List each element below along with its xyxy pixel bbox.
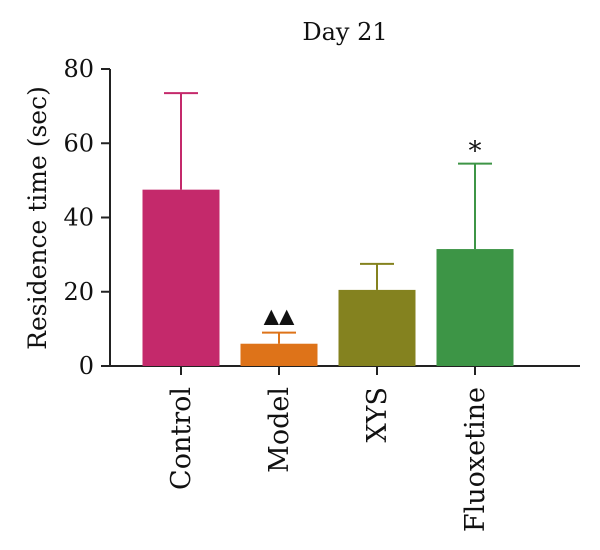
y-tick-label: 40	[63, 204, 94, 232]
y-tick-label: 20	[63, 278, 94, 306]
y-tick-label: 0	[79, 352, 94, 380]
plot-area: 0 20 40 60 80 Control Model ▲▲ XYS Fluoxetine *	[63, 55, 580, 532]
y-tick-label: 60	[63, 129, 94, 157]
bar-control	[142, 189, 220, 366]
bar-model	[240, 343, 318, 366]
y-tick-label: 80	[63, 55, 94, 83]
significance-marker: *	[469, 137, 482, 167]
x-tick-label: XYS	[362, 387, 393, 443]
chart-title: Day 21	[302, 18, 387, 46]
x-tick-label: Fluoxetine	[460, 387, 491, 532]
significance-marker: ▲▲	[264, 304, 295, 328]
x-tick-label: Control	[166, 387, 197, 490]
x-tick-label: Model	[264, 387, 295, 473]
y-axis-label: Residence time (sec)	[23, 86, 52, 350]
bar-fluoxetine	[436, 249, 514, 366]
bar-xys	[338, 289, 416, 366]
